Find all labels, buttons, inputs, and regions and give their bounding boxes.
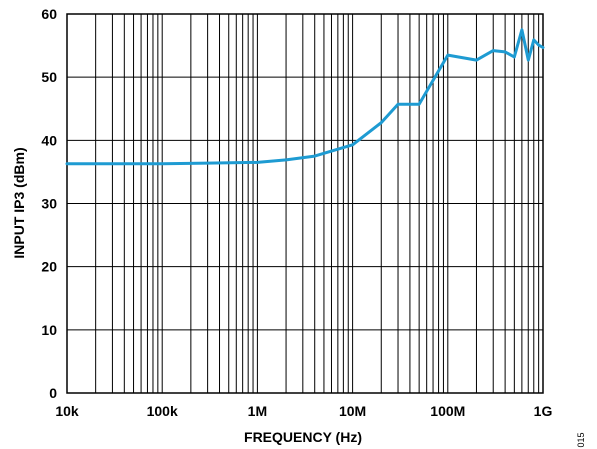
figure-id: 015 [576,432,586,447]
x-tick-label: 1G [534,403,553,419]
y-tick-label: 10 [41,322,57,338]
y-tick-label: 40 [41,132,57,148]
y-axis-title: INPUT IP3 (dBm) [11,147,27,258]
x-tick-label: 100k [147,403,178,419]
y-tick-label: 50 [41,69,57,85]
y-tick-label: 0 [49,385,57,401]
x-tick-label: 10M [339,403,366,419]
y-tick-label: 30 [41,196,57,212]
series-line-0 [67,30,543,164]
x-axis-tick-labels: 10k 100k 1M 10M 100M 1G [55,403,552,419]
grid-lines [67,14,543,393]
x-tick-label: 10k [55,403,79,419]
y-axis-tick-labels: 0 10 20 30 40 50 60 [41,6,57,401]
series-layer [67,30,543,164]
y-tick-label: 60 [41,6,57,22]
x-tick-label: 100M [430,403,465,419]
x-axis-title: FREQUENCY (Hz) [244,429,362,445]
y-tick-label: 20 [41,259,57,275]
x-tick-label: 1M [248,403,267,419]
